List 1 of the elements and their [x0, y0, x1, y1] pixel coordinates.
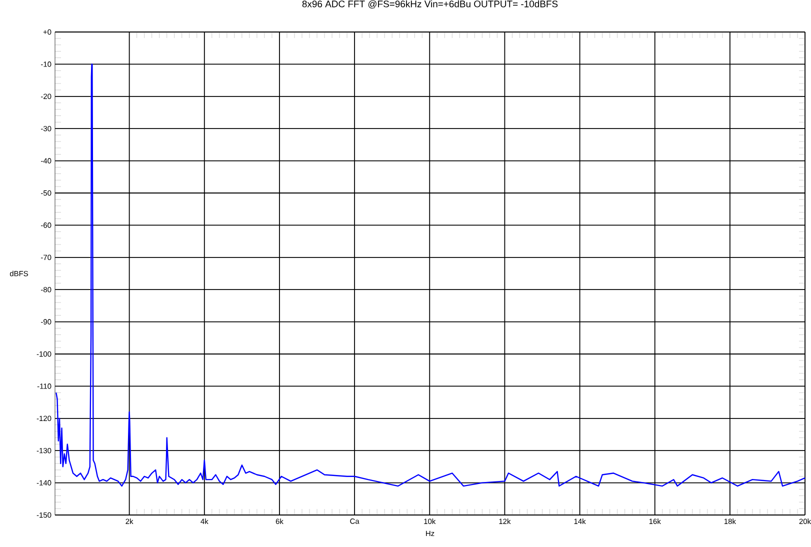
chart-title: 8x96 ADC FFT @FS=96kHz Vin=+6dBu OUTPUT= -10dBFS: [302, 0, 558, 9]
